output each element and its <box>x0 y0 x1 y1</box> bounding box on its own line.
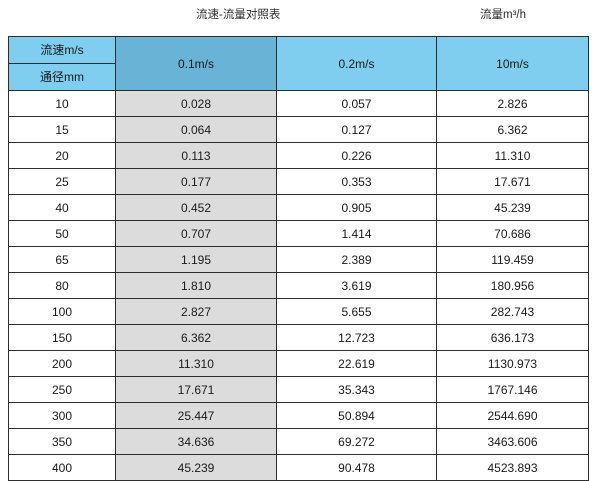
cell-diameter: 250 <box>8 376 116 403</box>
cell-flow-1: 12.723 <box>276 324 437 351</box>
header-column-0: 0.1m/s <box>115 36 277 91</box>
cell-flow-2: 6.362 <box>436 116 589 143</box>
header-column-1: 0.2m/s <box>276 36 437 91</box>
table-header-row-2: 通径mm <box>8 63 589 91</box>
cell-flow-1: 90.478 <box>276 454 437 481</box>
table-body: 10 0.028 0.057 2.826 15 0.064 0.127 6.362 20 0.11… <box>8 90 589 481</box>
cell-flow-0: 0.707 <box>115 220 277 247</box>
cell-flow-0: 45.239 <box>115 454 277 481</box>
header-velocity-label: 流速m/s <box>8 36 116 64</box>
cell-flow-2: 636.173 <box>436 324 589 351</box>
cell-diameter: 25 <box>8 168 116 195</box>
table-row: 50 0.707 1.414 70.686 <box>8 220 589 247</box>
cell-flow-1: 50.894 <box>276 402 437 429</box>
cell-flow-0: 6.362 <box>115 324 277 351</box>
cell-flow-0: 25.447 <box>115 402 277 429</box>
cell-flow-0: 0.064 <box>115 116 277 143</box>
table-row: 20 0.113 0.226 11.310 <box>8 142 589 169</box>
cell-diameter: 20 <box>8 142 116 169</box>
cell-flow-0: 0.177 <box>115 168 277 195</box>
table-row: 300 25.447 50.894 2544.690 <box>8 402 589 429</box>
cell-flow-1: 0.353 <box>276 168 437 195</box>
cell-diameter: 150 <box>8 324 116 351</box>
table-row: 15 0.064 0.127 6.362 <box>8 116 589 143</box>
table-row: 250 17.671 35.343 1767.146 <box>8 376 589 403</box>
cell-diameter: 80 <box>8 272 116 299</box>
table-row: 80 1.810 3.619 180.956 <box>8 272 589 299</box>
cell-flow-2: 119.459 <box>436 246 589 273</box>
cell-flow-0: 2.827 <box>115 298 277 325</box>
cell-flow-0: 0.028 <box>115 90 277 117</box>
table-row: 200 11.310 22.619 1130.973 <box>8 350 589 377</box>
table-row: 350 34.636 69.272 3463.606 <box>8 428 589 455</box>
cell-flow-1: 22.619 <box>276 350 437 377</box>
cell-flow-2: 11.310 <box>436 142 589 169</box>
cell-diameter: 40 <box>8 194 116 221</box>
cell-flow-2: 2544.690 <box>436 402 589 429</box>
cell-flow-2: 45.239 <box>436 194 589 221</box>
table-row: 150 6.362 12.723 636.173 <box>8 324 589 351</box>
table-row: 100 2.827 5.655 282.743 <box>8 298 589 325</box>
table-row: 10 0.028 0.057 2.826 <box>8 90 589 117</box>
header-column-2: 10m/s <box>436 36 589 91</box>
table-header: 流速m/s 0.1m/s 0.2m/s 10m/s 通径mm <box>8 36 589 91</box>
caption-row: 流速-流量对照表 流量m³/h <box>0 0 600 36</box>
cell-flow-0: 11.310 <box>115 350 277 377</box>
page-title: 流速-流量对照表 <box>196 9 281 21</box>
cell-flow-1: 2.389 <box>276 246 437 273</box>
cell-flow-2: 3463.606 <box>436 428 589 455</box>
cell-flow-1: 5.655 <box>276 298 437 325</box>
cell-diameter: 100 <box>8 298 116 325</box>
flow-comparison-table-container: 流速m/s 0.1m/s 0.2m/s 10m/s 通径mm 10 0.028 0.… <box>8 36 589 481</box>
table-header-row-1: 流速m/s 0.1m/s 0.2m/s 10m/s <box>8 36 589 91</box>
cell-flow-1: 0.905 <box>276 194 437 221</box>
table-row: 400 45.239 90.478 4523.893 <box>8 454 589 481</box>
cell-diameter: 10 <box>8 90 116 117</box>
cell-flow-2: 1767.146 <box>436 376 589 403</box>
cell-diameter: 65 <box>8 246 116 273</box>
cell-flow-1: 0.057 <box>276 90 437 117</box>
cell-flow-1: 69.272 <box>276 428 437 455</box>
cell-flow-2: 1130.973 <box>436 350 589 377</box>
cell-diameter: 300 <box>8 402 116 429</box>
cell-flow-2: 17.671 <box>436 168 589 195</box>
cell-flow-1: 1.414 <box>276 220 437 247</box>
cell-flow-1: 3.619 <box>276 272 437 299</box>
header-diameter-label: 通径mm <box>8 63 116 91</box>
cell-flow-0: 0.452 <box>115 194 277 221</box>
cell-flow-1: 0.127 <box>276 116 437 143</box>
unit-label: 流量m³/h <box>480 9 526 21</box>
cell-flow-1: 0.226 <box>276 142 437 169</box>
cell-flow-0: 0.113 <box>115 142 277 169</box>
cell-flow-0: 34.636 <box>115 428 277 455</box>
cell-flow-2: 180.956 <box>436 272 589 299</box>
table-row: 40 0.452 0.905 45.239 <box>8 194 589 221</box>
cell-flow-2: 70.686 <box>436 220 589 247</box>
cell-diameter: 350 <box>8 428 116 455</box>
cell-flow-2: 282.743 <box>436 298 589 325</box>
cell-diameter: 50 <box>8 220 116 247</box>
cell-diameter: 15 <box>8 116 116 143</box>
cell-flow-0: 17.671 <box>115 376 277 403</box>
cell-flow-0: 1.810 <box>115 272 277 299</box>
cell-flow-2: 4523.893 <box>436 454 589 481</box>
cell-flow-0: 1.195 <box>115 246 277 273</box>
table-row: 65 1.195 2.389 119.459 <box>8 246 589 273</box>
flow-comparison-table: 流速m/s 0.1m/s 0.2m/s 10m/s 通径mm 10 0.028 0.… <box>8 36 589 481</box>
cell-diameter: 200 <box>8 350 116 377</box>
cell-flow-1: 35.343 <box>276 376 437 403</box>
table-row: 25 0.177 0.353 17.671 <box>8 168 589 195</box>
cell-diameter: 400 <box>8 454 116 481</box>
cell-flow-2: 2.826 <box>436 90 589 117</box>
